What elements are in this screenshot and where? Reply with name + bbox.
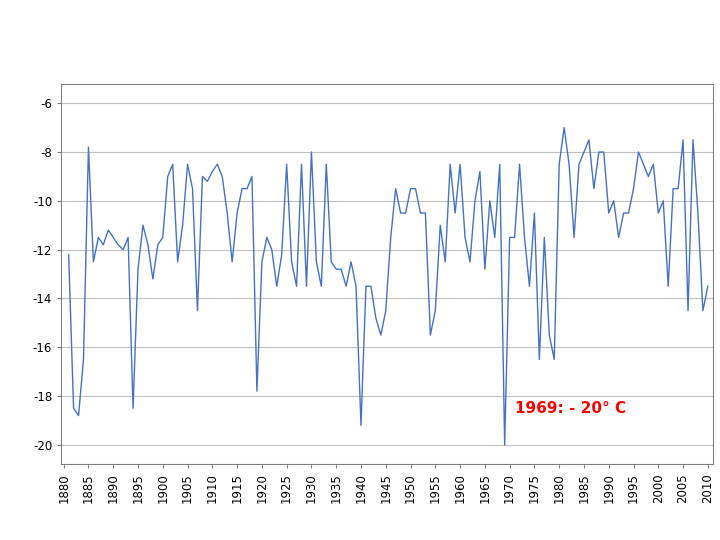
Text: 1969: - 20° C: 1969: - 20° C	[515, 401, 626, 416]
Text: Average Winter Temperatures (° C), Edmonton, 1881-2010: Average Winter Temperatures (° C), Edmon…	[54, 10, 666, 30]
